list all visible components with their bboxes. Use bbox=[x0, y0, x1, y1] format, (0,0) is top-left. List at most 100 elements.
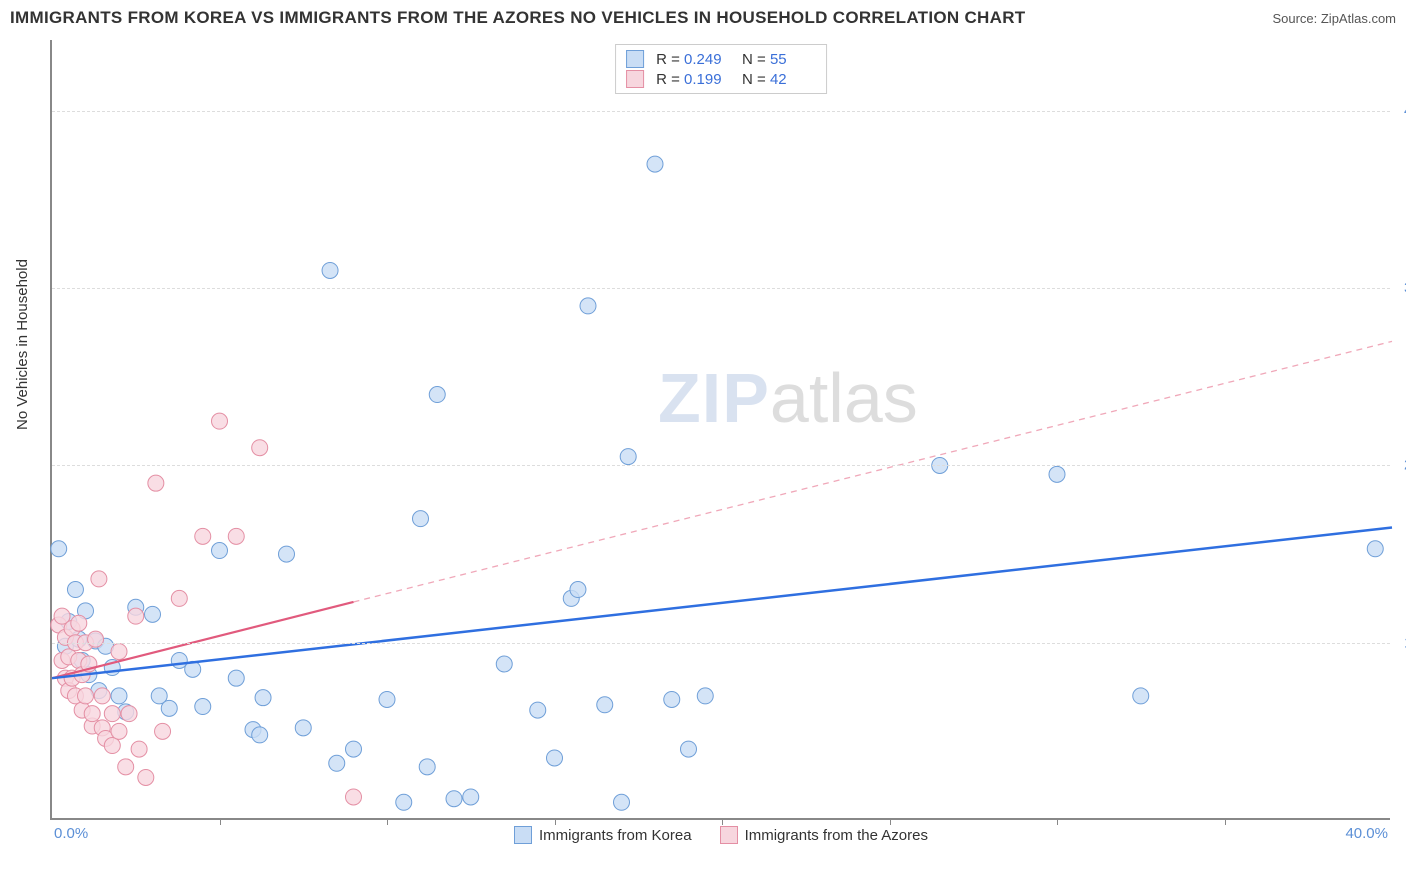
legend-item-korea: Immigrants from Korea bbox=[514, 826, 692, 844]
source-attribution: Source: ZipAtlas.com bbox=[1272, 11, 1396, 26]
scatter-point-azores bbox=[346, 789, 362, 805]
scatter-svg bbox=[52, 40, 1390, 818]
y-tick-label: 10.0% bbox=[1396, 634, 1406, 651]
stats-legend: R = 0.249 N = 55 R = 0.199 N = 42 bbox=[615, 44, 827, 94]
stat-n-label-azores: N = bbox=[742, 71, 766, 88]
gridline bbox=[52, 643, 1390, 644]
scatter-point-korea bbox=[1133, 688, 1149, 704]
scatter-point-azores bbox=[78, 688, 94, 704]
scatter-point-korea bbox=[446, 791, 462, 807]
trend-line bbox=[354, 341, 1393, 602]
gridline bbox=[52, 465, 1390, 466]
scatter-point-azores bbox=[71, 615, 87, 631]
bottom-legend: Immigrants from Korea Immigrants from th… bbox=[52, 826, 1390, 844]
scatter-point-korea bbox=[322, 262, 338, 278]
x-tick-mark bbox=[555, 818, 556, 825]
y-axis-label: No Vehicles in Household bbox=[14, 259, 31, 430]
scatter-point-korea bbox=[647, 156, 663, 172]
trend-line bbox=[52, 528, 1392, 679]
scatter-point-azores bbox=[104, 738, 120, 754]
scatter-point-korea bbox=[530, 702, 546, 718]
legend-label-azores: Immigrants from the Azores bbox=[745, 827, 928, 844]
x-tick-mark bbox=[1057, 818, 1058, 825]
scatter-point-korea bbox=[580, 298, 596, 314]
scatter-point-azores bbox=[88, 631, 104, 647]
scatter-point-korea bbox=[396, 794, 412, 810]
stats-swatch-korea bbox=[626, 50, 644, 68]
scatter-point-korea bbox=[1367, 541, 1383, 557]
stat-n-label-korea: N = bbox=[742, 51, 766, 68]
stat-r-label-korea: R = bbox=[656, 51, 680, 68]
scatter-point-azores bbox=[104, 706, 120, 722]
scatter-point-azores bbox=[128, 608, 144, 624]
scatter-point-azores bbox=[148, 475, 164, 491]
scatter-point-korea bbox=[329, 755, 345, 771]
scatter-point-azores bbox=[171, 590, 187, 606]
scatter-point-korea bbox=[1049, 466, 1065, 482]
stat-r-value-korea: 0.249 bbox=[684, 51, 730, 68]
scatter-point-korea bbox=[429, 387, 445, 403]
scatter-point-azores bbox=[131, 741, 147, 757]
scatter-point-korea bbox=[295, 720, 311, 736]
scatter-point-korea bbox=[496, 656, 512, 672]
scatter-point-azores bbox=[91, 571, 107, 587]
scatter-point-azores bbox=[111, 723, 127, 739]
scatter-point-azores bbox=[111, 644, 127, 660]
scatter-point-azores bbox=[118, 759, 134, 775]
scatter-point-korea bbox=[161, 700, 177, 716]
gridline bbox=[52, 111, 1390, 112]
scatter-point-korea bbox=[697, 688, 713, 704]
stats-swatch-azores bbox=[626, 70, 644, 88]
scatter-point-korea bbox=[51, 541, 67, 557]
scatter-point-korea bbox=[252, 727, 268, 743]
scatter-point-azores bbox=[212, 413, 228, 429]
y-tick-label: 40.0% bbox=[1396, 102, 1406, 119]
scatter-point-azores bbox=[138, 769, 154, 785]
gridline bbox=[52, 288, 1390, 289]
scatter-point-korea bbox=[195, 699, 211, 715]
stats-row-azores: R = 0.199 N = 42 bbox=[626, 69, 816, 89]
scatter-point-korea bbox=[547, 750, 563, 766]
chart-title: IMMIGRANTS FROM KOREA VS IMMIGRANTS FROM… bbox=[10, 8, 1025, 28]
scatter-point-korea bbox=[67, 582, 83, 598]
legend-swatch-korea bbox=[514, 826, 532, 844]
y-tick-label: 20.0% bbox=[1396, 457, 1406, 474]
y-tick-label: 30.0% bbox=[1396, 280, 1406, 297]
x-tick-mark bbox=[1225, 818, 1226, 825]
scatter-point-azores bbox=[84, 706, 100, 722]
x-tick-mark bbox=[220, 818, 221, 825]
scatter-point-korea bbox=[212, 543, 228, 559]
scatter-point-korea bbox=[379, 691, 395, 707]
scatter-point-azores bbox=[252, 440, 268, 456]
scatter-point-korea bbox=[111, 688, 127, 704]
x-tick-mark bbox=[722, 818, 723, 825]
scatter-point-korea bbox=[255, 690, 271, 706]
scatter-point-korea bbox=[597, 697, 613, 713]
x-tick-mark bbox=[387, 818, 388, 825]
stats-row-korea: R = 0.249 N = 55 bbox=[626, 49, 816, 69]
stat-r-label-azores: R = bbox=[656, 71, 680, 88]
scatter-point-korea bbox=[620, 449, 636, 465]
stat-r-value-azores: 0.199 bbox=[684, 71, 730, 88]
scatter-point-azores bbox=[195, 528, 211, 544]
scatter-point-korea bbox=[413, 511, 429, 527]
scatter-point-korea bbox=[570, 582, 586, 598]
scatter-point-korea bbox=[145, 606, 161, 622]
scatter-point-azores bbox=[121, 706, 137, 722]
scatter-point-korea bbox=[614, 794, 630, 810]
stat-n-value-azores: 42 bbox=[770, 71, 816, 88]
scatter-point-azores bbox=[94, 688, 110, 704]
legend-label-korea: Immigrants from Korea bbox=[539, 827, 692, 844]
legend-item-azores: Immigrants from the Azores bbox=[720, 826, 928, 844]
scatter-point-korea bbox=[681, 741, 697, 757]
legend-swatch-azores bbox=[720, 826, 738, 844]
stat-n-value-korea: 55 bbox=[770, 51, 816, 68]
x-tick-mark bbox=[890, 818, 891, 825]
header-bar: IMMIGRANTS FROM KOREA VS IMMIGRANTS FROM… bbox=[10, 8, 1396, 28]
scatter-point-korea bbox=[463, 789, 479, 805]
scatter-point-korea bbox=[419, 759, 435, 775]
scatter-point-korea bbox=[279, 546, 295, 562]
scatter-point-azores bbox=[228, 528, 244, 544]
scatter-point-korea bbox=[346, 741, 362, 757]
scatter-point-azores bbox=[155, 723, 171, 739]
